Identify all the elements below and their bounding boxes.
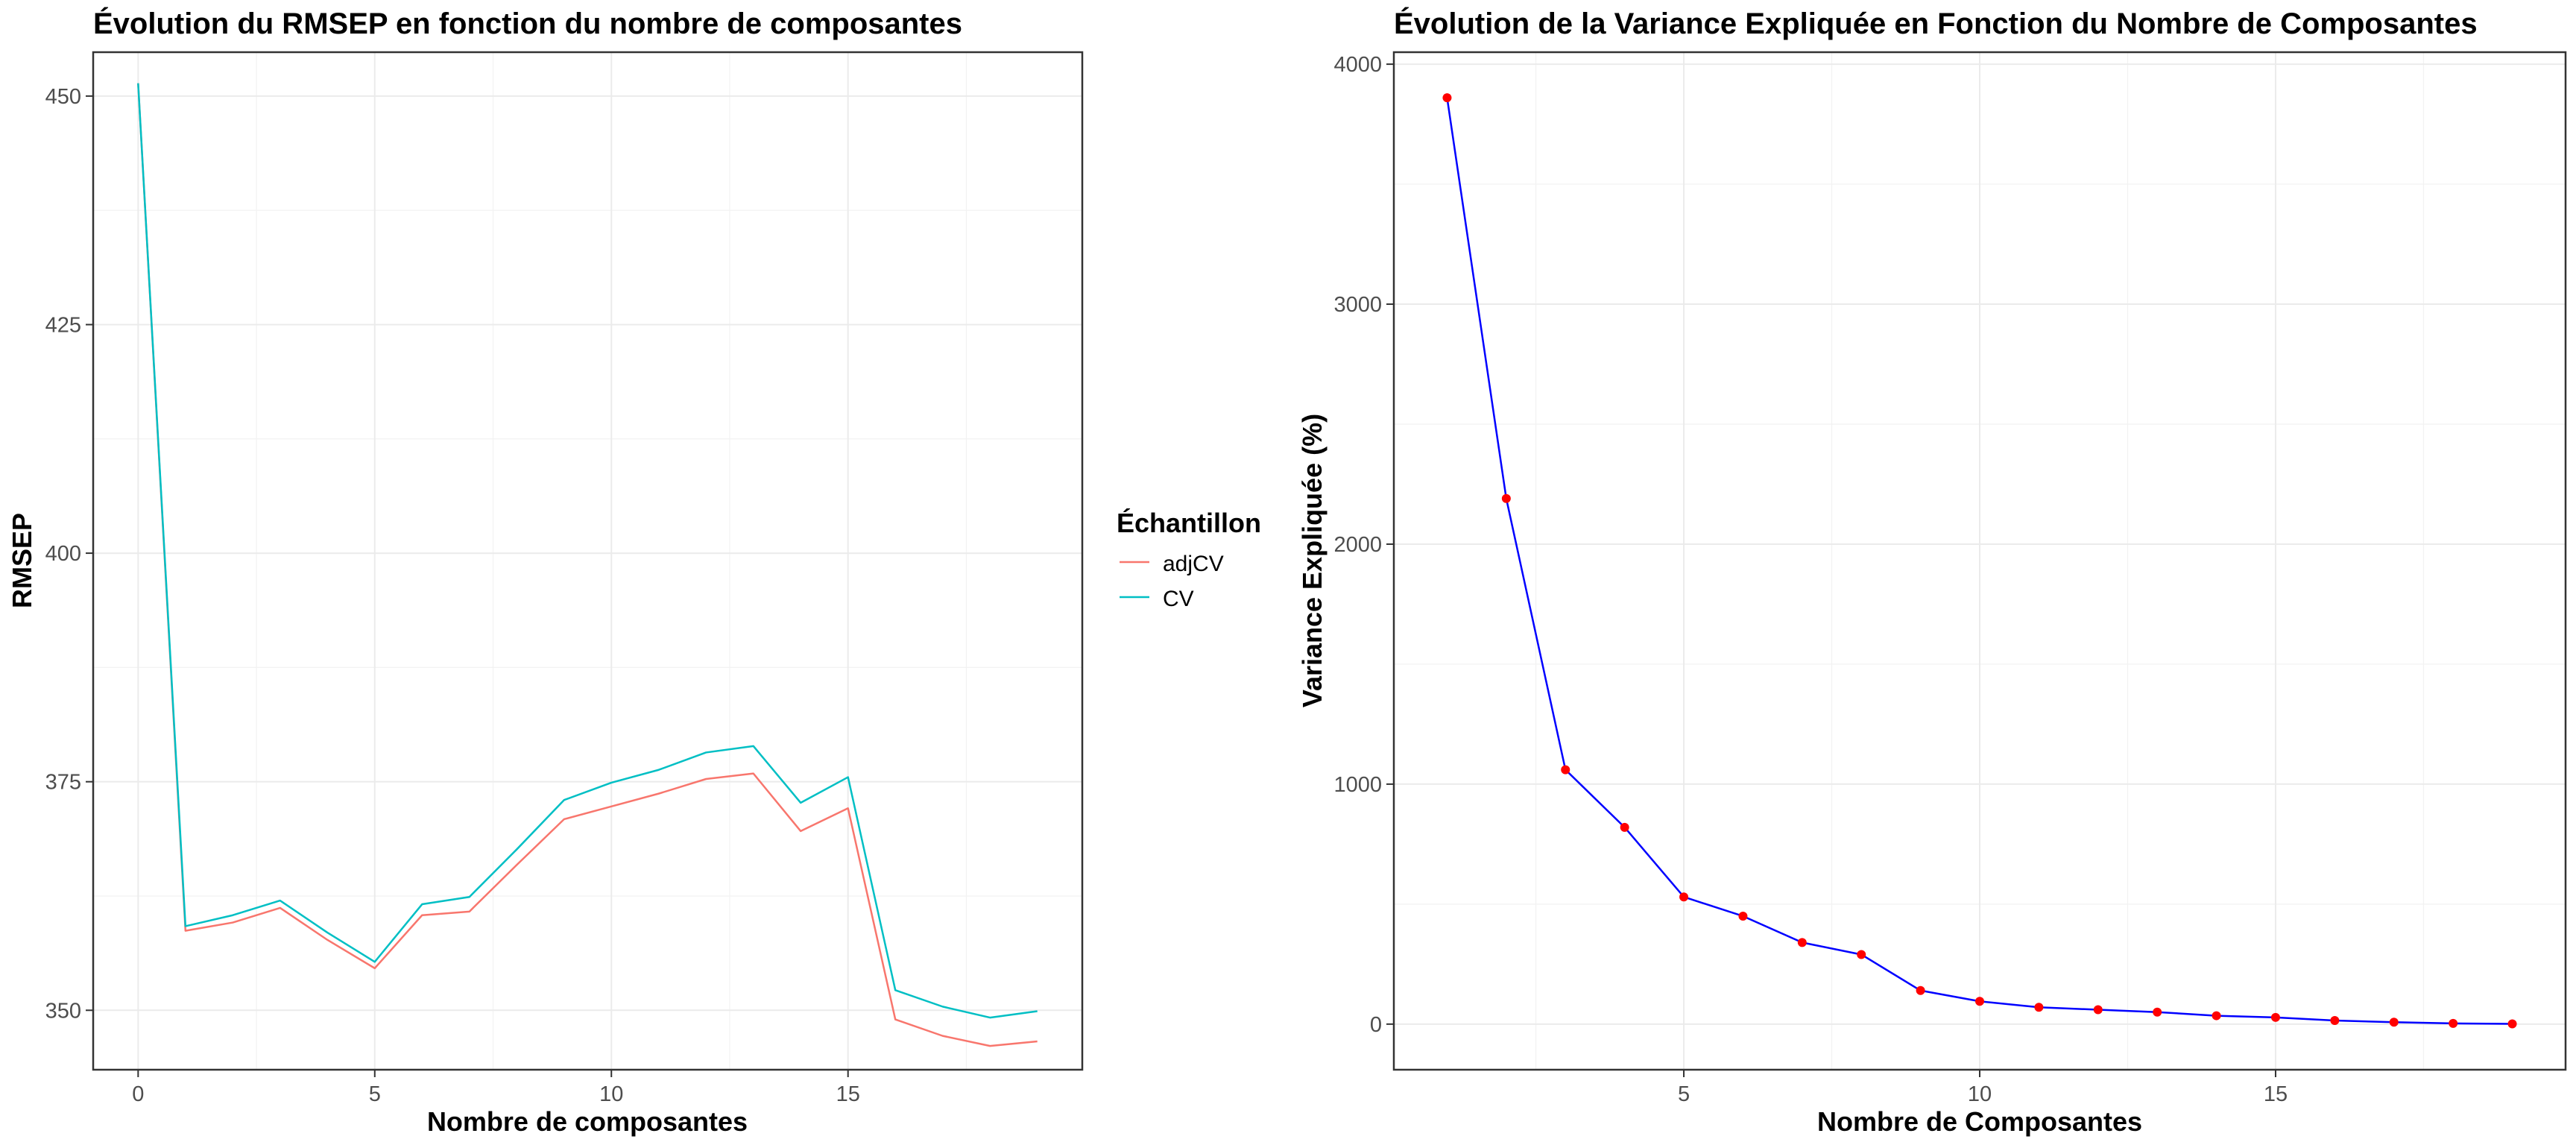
variance-point xyxy=(1797,938,1807,947)
variance-point xyxy=(1501,493,1511,503)
variance-x-axis-label: Nombre de Composantes xyxy=(1817,1106,2142,1137)
rmsep-plot-border xyxy=(92,51,1084,1071)
rmsep-chart-title: Évolution du RMSEP en fonction du nombre… xyxy=(93,7,962,40)
rmsep-series-lines xyxy=(137,83,1038,1047)
variance-y-tick-label: 4000 xyxy=(1333,53,1382,77)
variance-point xyxy=(1738,911,1748,921)
variance-chart: Évolution de la Variance Expliquée en Fo… xyxy=(1297,7,2567,1137)
variance-point xyxy=(2153,1007,2162,1017)
rmsep-y-tick-label: 425 xyxy=(45,313,81,337)
variance-major-gridlines xyxy=(1394,52,2566,1070)
variance-point xyxy=(2449,1018,2458,1028)
rmsep-plot-panel xyxy=(93,52,1082,1070)
rmsep-y-tick-label: 450 xyxy=(45,85,81,109)
variance-x-tick-label: 10 xyxy=(1968,1082,1992,1106)
rmsep-minor-gridlines xyxy=(93,52,1082,1070)
legend-title: Échantillon xyxy=(1117,508,1261,538)
variance-point xyxy=(2034,1003,2044,1012)
legend-label-adjcv: adjCV xyxy=(1163,552,1224,576)
legend-label-cv: CV xyxy=(1163,587,1194,611)
variance-point xyxy=(2270,1012,2280,1022)
rmsep-major-gridlines xyxy=(93,52,1082,1070)
variance-x-tick-label: 15 xyxy=(2264,1082,2288,1106)
variance-point xyxy=(2389,1018,2399,1027)
variance-y-tick-label: 2000 xyxy=(1333,533,1382,557)
variance-x-tick-label: 5 xyxy=(1678,1082,1690,1106)
series-line-cv xyxy=(137,83,1038,1019)
variance-point xyxy=(2093,1005,2103,1015)
variance-x-axis: 5 10 15 xyxy=(1678,1070,2288,1106)
rmsep-y-axis: 350 375 400 425 450 xyxy=(45,85,93,1023)
rmsep-x-tick-label: 10 xyxy=(599,1082,623,1106)
variance-point xyxy=(1916,985,1925,995)
rmsep-y-tick-label: 375 xyxy=(45,771,81,795)
variance-point xyxy=(2330,1016,2340,1026)
variance-point xyxy=(1442,93,1452,103)
rmsep-chart: Évolution du RMSEP en fonction du nombre… xyxy=(7,7,1084,1137)
variance-series xyxy=(1442,93,2517,1029)
variance-y-tick-label: 0 xyxy=(1370,1013,1382,1037)
rmsep-x-axis: 0 5 10 15 xyxy=(132,1070,860,1106)
rmsep-x-tick-label: 0 xyxy=(132,1082,144,1106)
variance-chart-title: Évolution de la Variance Expliquée en Fo… xyxy=(1394,7,2478,40)
variance-point xyxy=(2507,1019,2517,1029)
variance-point xyxy=(1679,892,1689,902)
variance-point xyxy=(1620,822,1629,832)
variance-point xyxy=(1857,950,1866,959)
variance-y-tick-label: 1000 xyxy=(1333,773,1382,797)
variance-y-axis: 0 1000 2000 3000 4000 xyxy=(1333,53,1394,1037)
series-line-adjcv xyxy=(137,83,1038,1047)
rmsep-x-axis-label: Nombre de composantes xyxy=(427,1106,748,1137)
rmsep-y-tick-label: 350 xyxy=(45,999,81,1023)
variance-point xyxy=(2212,1011,2221,1021)
rmsep-legend: Échantillon adjCV CV xyxy=(1117,508,1261,611)
rmsep-x-tick-label: 15 xyxy=(836,1082,860,1106)
rmsep-y-tick-label: 400 xyxy=(45,542,81,566)
rmsep-y-axis-label: RMSEP xyxy=(7,513,37,608)
variance-point xyxy=(1561,765,1570,775)
rmsep-x-tick-label: 5 xyxy=(369,1082,381,1106)
variance-y-tick-label: 3000 xyxy=(1333,293,1382,317)
variance-point xyxy=(1975,997,1984,1006)
variance-y-axis-label: Variance Expliquée (%) xyxy=(1297,414,1328,707)
